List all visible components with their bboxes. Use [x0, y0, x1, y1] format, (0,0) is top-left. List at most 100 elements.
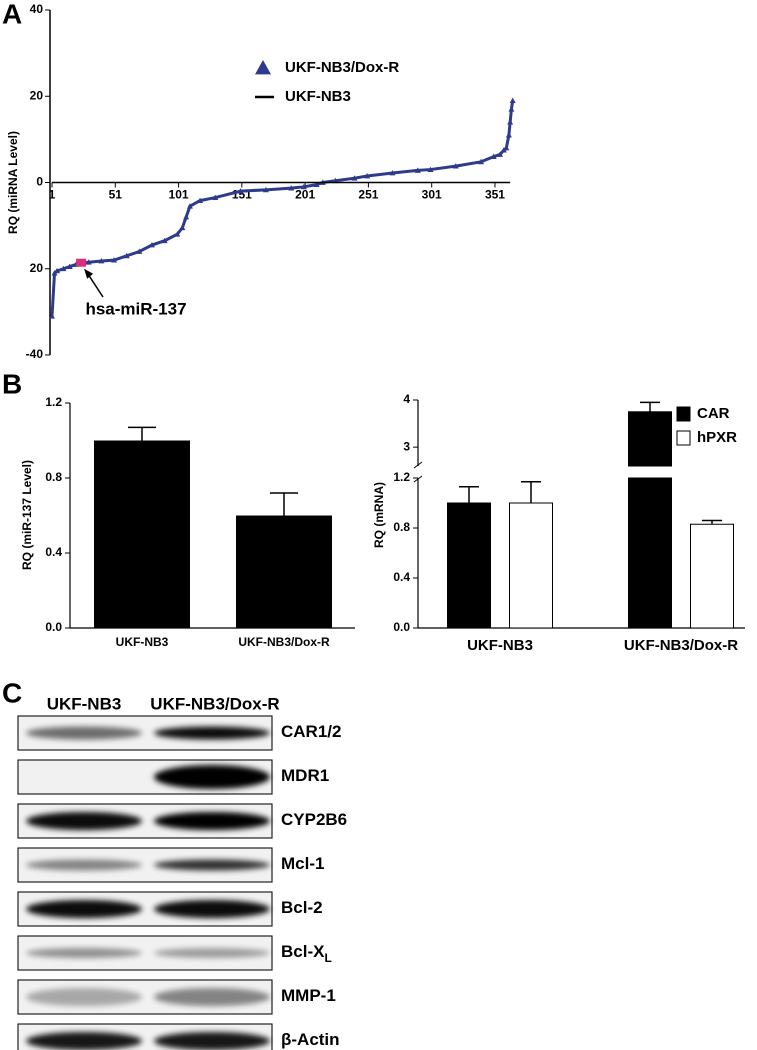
x-tick-label: UKF-NB3 — [116, 635, 169, 649]
data-point — [186, 203, 193, 209]
legend-label: UKF-NB3 — [285, 88, 351, 105]
data-point — [300, 183, 307, 190]
x-tick-label: 301 — [422, 188, 442, 202]
data-point — [54, 267, 61, 274]
data-point — [490, 153, 497, 160]
panel-label: B — [2, 368, 22, 399]
row-label: CAR1/2 — [281, 722, 341, 741]
data-point — [505, 132, 512, 138]
data-point — [509, 97, 516, 103]
y-tick-label: 0.0 — [45, 620, 62, 634]
highlight-point — [76, 258, 87, 267]
y-tick-label: 0.4 — [45, 545, 62, 559]
y-tick-label: 4 — [403, 392, 410, 406]
bar — [509, 502, 553, 629]
data-point — [183, 214, 190, 220]
axis-break — [413, 461, 423, 469]
column-label: UKF-NB3/Dox-R — [150, 694, 279, 713]
blot-band — [26, 1032, 142, 1050]
x-tick-label: 351 — [485, 188, 505, 202]
data-point — [60, 265, 67, 272]
x-tick-label: 201 — [295, 188, 315, 202]
series-line — [50, 100, 515, 317]
row-label-text: Bcl-2 — [281, 898, 323, 917]
row-label-text: Mcl-1 — [281, 854, 324, 873]
row-label: MMP-1 — [281, 986, 336, 1005]
data-point — [123, 252, 130, 259]
y-axis-label: RQ (miR-137 Level) — [20, 460, 34, 570]
data-point — [111, 257, 118, 263]
y-tick-label: 1.2 — [45, 395, 62, 409]
blot-band — [26, 988, 142, 1006]
row-label-text: β-Actin — [281, 1030, 340, 1049]
legend-label: CAR — [697, 405, 730, 422]
y-tick-label: 0.8 — [45, 470, 62, 484]
row-label-text: CAR1/2 — [281, 722, 341, 741]
data-point — [237, 188, 244, 194]
x-tick-label: 1 — [49, 188, 56, 202]
data-point — [66, 263, 73, 269]
row-label-text: CYP2B6 — [281, 810, 347, 829]
data-point — [364, 173, 371, 179]
x-tick-label: UKF-NB3 — [467, 637, 533, 654]
column-label: UKF-NB3 — [47, 694, 122, 713]
row-label: CYP2B6 — [281, 810, 347, 829]
data-point — [136, 248, 143, 254]
data-point — [212, 194, 219, 200]
blot-band — [154, 900, 270, 918]
y-tick-label: 0.4 — [393, 570, 410, 584]
data-point — [414, 167, 421, 173]
bar — [447, 502, 491, 629]
bar — [236, 515, 332, 628]
data-point — [508, 106, 515, 112]
x-tick-label: 51 — [109, 188, 123, 202]
data-point — [98, 257, 105, 264]
legend-marker — [255, 60, 271, 75]
data-point — [389, 170, 396, 176]
panel-label: A — [2, 0, 22, 29]
blot-band — [154, 859, 270, 871]
data-point — [313, 181, 320, 188]
blot-band — [26, 948, 142, 958]
blot-band — [154, 765, 270, 789]
axis-break — [413, 475, 423, 483]
blot-band — [154, 948, 270, 958]
bar — [690, 523, 734, 629]
x-tick-label: 101 — [169, 188, 189, 202]
y-tick-label: 0.0 — [393, 620, 410, 634]
data-point — [288, 185, 295, 191]
blot-band — [154, 1032, 270, 1050]
bar — [94, 440, 190, 628]
x-tick-label: 251 — [358, 188, 378, 202]
blot-band — [26, 726, 142, 740]
annotation: hsa-miR-137 — [85, 299, 186, 318]
legend-swatch — [676, 430, 691, 446]
bar-upper — [628, 411, 672, 467]
data-point — [262, 186, 269, 193]
y-tick-label: 0.8 — [393, 520, 410, 534]
arrow-head — [84, 268, 94, 279]
blot-band — [154, 988, 270, 1006]
y-tick-label: 20 — [30, 261, 44, 275]
row-label: Bcl-2 — [281, 898, 323, 917]
blot-band — [26, 900, 142, 918]
legend-swatch — [676, 406, 691, 422]
data-point — [507, 119, 514, 125]
data-point — [174, 231, 181, 237]
data-point — [197, 197, 204, 204]
blot-band — [154, 812, 270, 830]
row-label-subscript: L — [324, 951, 331, 965]
x-tick-label: UKF-NB3/Dox-R — [238, 635, 330, 649]
y-tick-label: 20 — [30, 88, 44, 102]
bar — [628, 477, 672, 629]
blot-band — [154, 726, 270, 740]
y-axis-label: RQ (miRNA Level) — [6, 131, 20, 234]
blot-band — [26, 859, 142, 871]
data-point — [49, 313, 55, 319]
y-axis-label: RQ (mRNA) — [372, 482, 386, 548]
data-point — [179, 224, 186, 231]
data-point — [478, 158, 485, 165]
data-point — [497, 151, 504, 157]
data-point — [148, 242, 155, 248]
